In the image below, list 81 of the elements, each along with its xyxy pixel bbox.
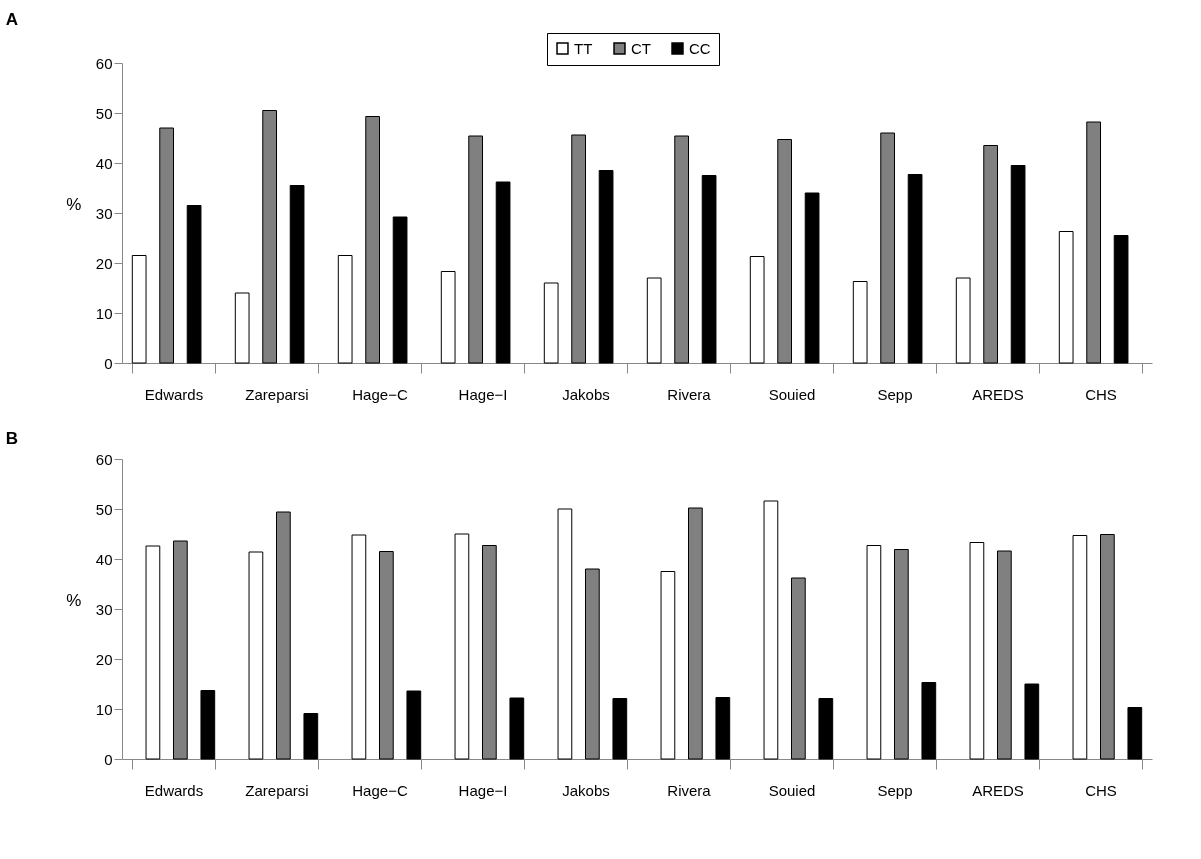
chart-title: B (5, 429, 19, 448)
bar (955, 277, 971, 364)
x-tick-label: Hage−C (352, 385, 408, 403)
bar (234, 292, 250, 364)
x-tick-label: Edwards (144, 385, 204, 403)
x-tick-label: Edwards (144, 781, 204, 799)
bar (1072, 535, 1088, 760)
bar (392, 216, 408, 364)
legend-label: TT (574, 39, 593, 57)
bar (495, 181, 511, 364)
bar (557, 508, 573, 760)
x-tick-label: Jakobs (562, 385, 610, 403)
x-tick-label: CHS (1085, 385, 1117, 403)
bar (598, 170, 614, 364)
bar (921, 682, 937, 760)
y-tick-label: 30 (95, 600, 113, 618)
bar (749, 256, 765, 364)
x-tick-label: Souied (768, 781, 816, 799)
bar (186, 205, 202, 364)
bar (907, 174, 923, 364)
y-tick-label: 40 (95, 550, 113, 568)
bar (715, 697, 731, 760)
bar (612, 698, 628, 760)
bar (818, 698, 834, 760)
y-tick-label: 0 (104, 750, 113, 768)
bar (543, 282, 559, 364)
bar (145, 545, 161, 760)
bar (200, 690, 216, 760)
x-tick-label: CHS (1085, 781, 1117, 799)
bar (1010, 165, 1026, 364)
y-tick-label: 20 (95, 650, 113, 668)
bar (763, 500, 779, 760)
x-tick-label: Hage−C (352, 781, 408, 799)
bar (248, 551, 264, 760)
legend-label: CC (689, 39, 711, 57)
y-axis-title: % (66, 194, 82, 214)
y-tick-label: 50 (95, 500, 113, 518)
y-tick-label: 10 (95, 304, 113, 322)
bar (303, 713, 319, 760)
x-tick-label: Zareparsi (245, 781, 309, 799)
bar (804, 192, 820, 364)
x-tick-label: AREDS (972, 781, 1024, 799)
bar (509, 697, 525, 760)
bar (1113, 235, 1129, 364)
bar (1024, 683, 1040, 760)
x-tick-label: Sepp (877, 385, 913, 403)
y-tick-label: 30 (95, 204, 113, 222)
y-tick-label: 0 (104, 354, 113, 372)
bar (646, 277, 662, 364)
x-tick-label: AREDS (972, 385, 1024, 403)
bar (337, 255, 353, 364)
x-tick-label: Zareparsi (245, 385, 309, 403)
x-tick-label: Souied (768, 385, 816, 403)
x-tick-label: Rivera (667, 781, 712, 799)
bar (454, 533, 470, 760)
x-tick-label: Hage−I (458, 781, 508, 799)
bar (969, 542, 985, 760)
y-tick-label: 60 (95, 54, 113, 72)
x-tick-label: Hage−I (458, 385, 508, 403)
x-tick-label: Jakobs (562, 781, 610, 799)
legend-label: CT (631, 39, 651, 57)
bar (866, 545, 882, 760)
y-axis-title: % (66, 590, 82, 610)
x-tick-label: Sepp (877, 781, 913, 799)
x-tick-label: Rivera (667, 385, 712, 403)
y-tick-label: 10 (95, 700, 113, 718)
y-tick-label: 20 (95, 254, 113, 272)
bar (701, 175, 717, 364)
y-tick-label: 60 (95, 450, 113, 468)
bar (131, 255, 147, 364)
bar (660, 571, 676, 760)
bar (1127, 707, 1143, 760)
bar (1058, 231, 1074, 364)
bar (440, 271, 456, 364)
chart-title: A (5, 9, 19, 29)
y-tick-label: 50 (95, 104, 113, 122)
bar (852, 281, 868, 364)
bar (289, 185, 305, 364)
y-tick-label: 40 (95, 154, 113, 172)
bar (406, 690, 422, 760)
bar (351, 534, 367, 760)
